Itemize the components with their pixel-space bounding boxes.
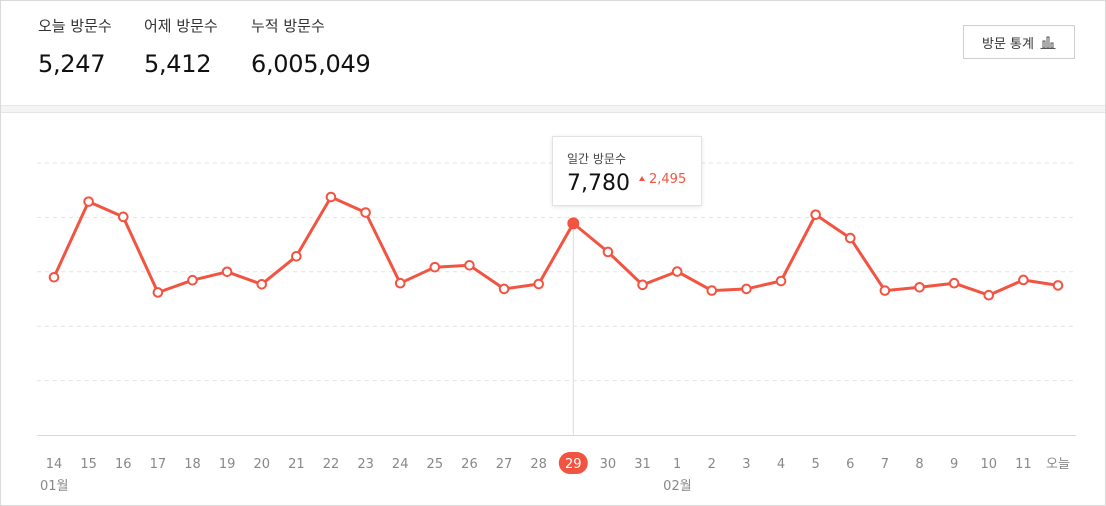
x-tick-label: 21 <box>288 457 305 472</box>
yesterday-visits: 어제 방문수 5,412 <box>144 15 218 78</box>
data-point <box>394 277 406 289</box>
x-tick-label: 10 <box>980 457 997 472</box>
data-point <box>602 246 614 258</box>
total-visits-value: 6,005,049 <box>251 50 371 78</box>
data-point <box>360 207 371 218</box>
data-point <box>671 266 683 277</box>
visit-stats-button[interactable]: 방문 통계 <box>963 25 1075 59</box>
x-tick-label: 17 <box>150 457 167 472</box>
triangle-up-icon <box>639 176 645 181</box>
data-point <box>464 259 475 271</box>
x-tick-label: 16 <box>115 457 132 472</box>
data-point <box>83 196 94 207</box>
visit-stats-button-label: 방문 통계 <box>982 36 1034 52</box>
total-visits: 누적 방문수 6,005,049 <box>251 15 371 78</box>
x-tick-label: 2 <box>708 457 716 472</box>
x-tick-label-highlighted: 29 <box>565 457 582 472</box>
data-point <box>325 191 337 203</box>
yesterday-visits-value: 5,412 <box>144 50 212 78</box>
x-tick-label: 오늘 <box>1046 457 1070 472</box>
data-point <box>256 279 268 290</box>
data-point <box>1052 280 1064 291</box>
data-point <box>810 209 821 220</box>
x-tick-label: 14 <box>46 457 63 472</box>
data-point <box>221 266 233 278</box>
data-point <box>48 271 60 283</box>
month-label: 02월 <box>663 479 692 494</box>
chart-tooltip: 일간 방문수 7,780 2,495 <box>552 136 702 206</box>
x-tick-label: 20 <box>253 457 270 472</box>
today-visits-label: 오늘 방문수 <box>38 17 112 35</box>
x-tick-label: 5 <box>812 457 820 472</box>
x-tick-label: 23 <box>357 457 374 472</box>
yesterday-visits-label: 어제 방문수 <box>144 17 218 35</box>
data-point <box>291 250 302 262</box>
today-visits-value: 5,247 <box>38 50 106 78</box>
x-tick-label: 8 <box>915 457 923 472</box>
x-tick-label: 25 <box>427 457 444 472</box>
tooltip-change: 2,495 <box>639 172 686 187</box>
data-point <box>1018 274 1029 286</box>
data-point <box>187 274 198 286</box>
data-point <box>429 261 441 273</box>
today-visits: 오늘 방문수 5,247 <box>38 15 112 78</box>
month-label: 01월 <box>40 479 69 494</box>
data-point <box>533 278 544 290</box>
total-visits-label: 누적 방문수 <box>251 17 325 35</box>
data-point <box>152 287 164 298</box>
summary-header: 오늘 방문수 5,247 어제 방문수 5,412 누적 방문수 6,005,0… <box>1 1 1105 105</box>
data-point <box>117 211 129 223</box>
x-tick-label: 22 <box>323 457 340 472</box>
data-point <box>914 282 925 293</box>
x-tick-label: 9 <box>950 457 958 472</box>
data-point <box>879 285 891 296</box>
data-point <box>498 283 510 295</box>
data-point <box>637 279 648 291</box>
data-point <box>948 277 960 289</box>
x-tick-label: 1 <box>673 457 681 472</box>
tooltip-change-value: 2,495 <box>649 172 687 187</box>
x-tick-label: 30 <box>600 457 617 472</box>
data-point-highlighted <box>567 217 580 230</box>
highlighted-tick-badge <box>558 452 588 474</box>
x-tick-label: 26 <box>461 457 478 472</box>
data-point <box>844 232 856 244</box>
x-tick-label: 18 <box>184 457 201 472</box>
tooltip-title: 일간 방문수 <box>567 152 627 166</box>
data-point <box>741 283 752 295</box>
x-tick-label: 27 <box>496 457 513 472</box>
x-tick-label: 24 <box>392 457 409 472</box>
x-tick-label: 31 <box>634 457 651 472</box>
x-tick-label: 4 <box>777 457 785 472</box>
series-line <box>52 195 1060 297</box>
x-tick-label: 7 <box>881 457 889 472</box>
x-tick-label: 28 <box>530 457 547 472</box>
x-tick-label: 15 <box>80 457 97 472</box>
x-tick-label: 6 <box>846 457 854 472</box>
tooltip-value: 7,780 <box>567 171 630 196</box>
x-tick-label: 19 <box>219 457 236 472</box>
data-point <box>775 275 787 287</box>
data-point <box>983 289 995 301</box>
x-tick-label: 11 <box>1015 457 1032 472</box>
x-tick-label: 3 <box>742 457 750 472</box>
data-point <box>706 285 718 296</box>
bar-chart-icon <box>1040 35 1056 49</box>
section-separator <box>1 105 1105 113</box>
